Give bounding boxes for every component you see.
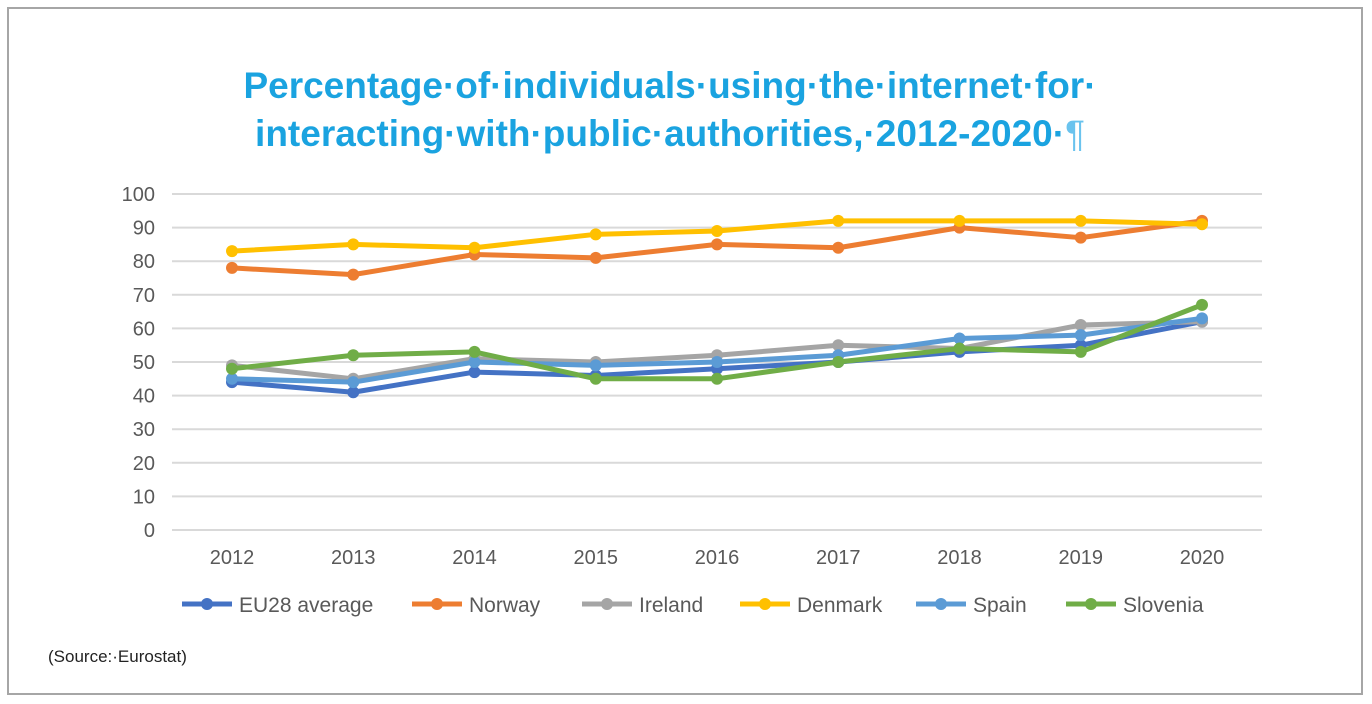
data-point bbox=[468, 241, 481, 254]
legend-marker bbox=[759, 598, 771, 610]
data-point bbox=[347, 386, 360, 399]
data-point bbox=[1074, 329, 1087, 342]
legend-label: Spain bbox=[973, 594, 1027, 617]
data-point bbox=[953, 342, 966, 355]
data-point bbox=[1196, 218, 1208, 231]
data-point bbox=[832, 214, 845, 227]
y-tick-label: 100 bbox=[122, 184, 155, 206]
y-tick-label: 0 bbox=[144, 520, 155, 542]
data-point bbox=[589, 228, 602, 241]
legend-marker bbox=[601, 598, 613, 610]
legend-marker bbox=[431, 598, 443, 610]
y-tick-label: 50 bbox=[133, 352, 155, 374]
data-point bbox=[832, 339, 845, 352]
legend-marker bbox=[201, 598, 213, 610]
source-note: (Source:·Eurostat) bbox=[48, 647, 187, 666]
data-point bbox=[347, 268, 360, 281]
data-point bbox=[226, 245, 238, 258]
x-tick-label: 2017 bbox=[816, 547, 861, 569]
chart-title: Percentage·of·individuals·using·the·inte… bbox=[0, 62, 1340, 158]
title-line-2: interacting·with·public·authorities,·201… bbox=[0, 110, 1340, 158]
x-tick-label: 2020 bbox=[1180, 547, 1225, 569]
legend-label: Norway bbox=[469, 594, 541, 617]
y-tick-label: 40 bbox=[133, 386, 155, 408]
data-point bbox=[589, 359, 602, 372]
data-point bbox=[589, 372, 602, 385]
data-point bbox=[711, 238, 723, 251]
data-point bbox=[1196, 312, 1208, 325]
data-point bbox=[226, 261, 238, 274]
legend-marker bbox=[1085, 598, 1097, 610]
data-point bbox=[1074, 319, 1087, 332]
data-point bbox=[468, 356, 481, 368]
data-point bbox=[1074, 345, 1087, 358]
x-tick-label: 2013 bbox=[331, 547, 376, 569]
data-point bbox=[711, 224, 723, 237]
legend-label: Ireland bbox=[639, 594, 703, 617]
chart-frame bbox=[7, 7, 1363, 695]
y-tick-label: 70 bbox=[133, 285, 155, 307]
y-tick-label: 90 bbox=[133, 218, 155, 240]
title-line-2-text: interacting·with·public·authorities,·201… bbox=[255, 113, 1066, 154]
legend-marker bbox=[935, 598, 947, 610]
data-point bbox=[1196, 298, 1208, 311]
data-point bbox=[832, 356, 845, 368]
data-point bbox=[832, 241, 845, 254]
legend-label: Slovenia bbox=[1123, 594, 1204, 617]
data-point bbox=[711, 372, 723, 385]
data-point bbox=[468, 366, 481, 379]
x-tick-label: 2014 bbox=[452, 547, 497, 569]
y-tick-label: 20 bbox=[133, 453, 155, 475]
x-tick-label: 2018 bbox=[937, 547, 982, 569]
data-point bbox=[226, 372, 238, 385]
data-point bbox=[589, 251, 602, 264]
x-tick-label: 2016 bbox=[695, 547, 740, 569]
data-point bbox=[1074, 231, 1087, 244]
data-point bbox=[953, 214, 966, 227]
data-point bbox=[226, 362, 238, 375]
legend-label: Denmark bbox=[797, 594, 883, 617]
data-point bbox=[347, 376, 360, 389]
y-tick-label: 30 bbox=[133, 419, 155, 441]
data-point bbox=[347, 238, 360, 251]
data-point bbox=[468, 345, 481, 358]
data-point bbox=[347, 349, 360, 362]
pilcrow-mark: ¶ bbox=[1065, 113, 1085, 154]
data-point bbox=[1074, 214, 1087, 227]
y-tick-label: 10 bbox=[133, 486, 155, 508]
y-tick-label: 80 bbox=[133, 251, 155, 273]
legend-label: EU28 average bbox=[239, 594, 373, 617]
data-point bbox=[953, 332, 966, 345]
x-tick-label: 2019 bbox=[1059, 547, 1104, 569]
title-line-1: Percentage·of·individuals·using·the·inte… bbox=[243, 65, 1097, 106]
x-tick-label: 2015 bbox=[574, 547, 619, 569]
y-tick-label: 60 bbox=[133, 318, 155, 340]
data-point bbox=[711, 356, 723, 368]
x-tick-label: 2012 bbox=[210, 547, 255, 569]
